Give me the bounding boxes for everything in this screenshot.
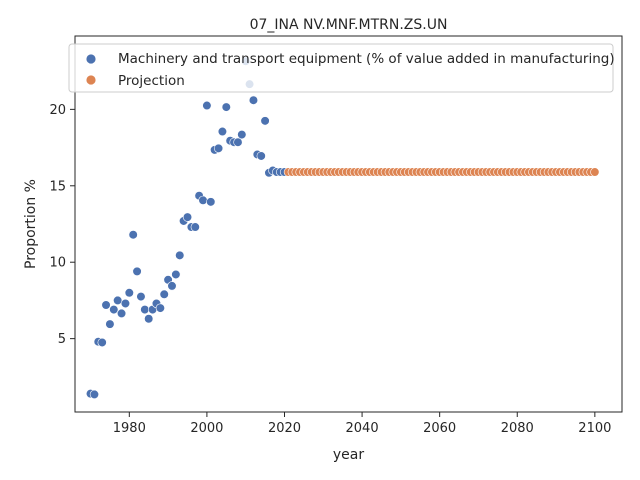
x-tick-label: 2000: [190, 421, 223, 436]
data-point-historical: [128, 230, 138, 240]
data-point-historical: [140, 304, 150, 315]
y-tick-label: 15: [49, 179, 66, 194]
data-point-historical: [109, 304, 119, 315]
data-point-historical: [202, 100, 212, 111]
plot-frame: [74, 35, 623, 413]
data-point-historical: [237, 129, 247, 140]
y-tick-label: 5: [58, 332, 66, 347]
ticks-layer: 1980 2000 2020 2040 2060 2080 2100 5 10 15 20: [49, 103, 611, 436]
data-point-historical: [132, 266, 142, 276]
x-tick-label: 2060: [423, 421, 456, 436]
x-tick-label: 1980: [113, 421, 146, 436]
data-point-historical: [256, 151, 266, 161]
legend-label-historical: Machinery and transport equipment (% of …: [118, 51, 615, 67]
data-point-historical: [167, 281, 177, 291]
data-point-historical: [113, 295, 123, 306]
legend-marker-projection: [85, 74, 97, 86]
data-point-historical: [182, 212, 193, 222]
data-point-historical: [198, 195, 208, 205]
data-point-historical: [101, 300, 111, 310]
data-point-historical: [116, 308, 127, 319]
x-tick-label: 2020: [268, 421, 301, 436]
x-tick-label: 2080: [501, 421, 534, 436]
data-point-historical: [159, 289, 169, 299]
data-point-historical: [175, 250, 185, 260]
data-point-historical: [217, 126, 228, 137]
legend-label-projection: Projection: [118, 73, 185, 89]
data-point-historical: [213, 143, 224, 153]
data-point-historical: [190, 222, 200, 232]
chart-title: 07_INA NV.MNF.MTRN.ZS.UN: [250, 17, 448, 33]
data-point-historical: [260, 116, 270, 126]
data-point-historical: [105, 319, 115, 329]
data-point-historical: [124, 288, 134, 298]
data-point-historical: [221, 102, 231, 112]
legend-box: [68, 43, 614, 93]
points-layer: [85, 56, 600, 400]
y-tick-label: 10: [49, 256, 66, 271]
data-point-historical: [155, 303, 165, 313]
data-point-historical: [248, 95, 259, 105]
data-point-historical: [144, 314, 154, 324]
data-point-projection: [590, 167, 600, 177]
x-tick-label: 2100: [578, 421, 611, 436]
data-point-historical: [89, 389, 99, 400]
data-point-historical: [206, 197, 216, 207]
data-point-historical: [120, 298, 131, 309]
x-axis-label: year: [333, 447, 364, 463]
data-point-historical: [97, 337, 107, 348]
data-point-historical: [171, 269, 181, 280]
x-tick-label: 2040: [346, 421, 379, 436]
y-axis-label: Proportion %: [23, 179, 39, 269]
data-point-historical: [136, 292, 146, 302]
data-point-historical: [233, 137, 243, 147]
y-tick-label: 20: [49, 103, 66, 118]
legend: Machinery and transport equipment (% of …: [68, 43, 615, 93]
legend-marker-historical: [85, 53, 97, 65]
